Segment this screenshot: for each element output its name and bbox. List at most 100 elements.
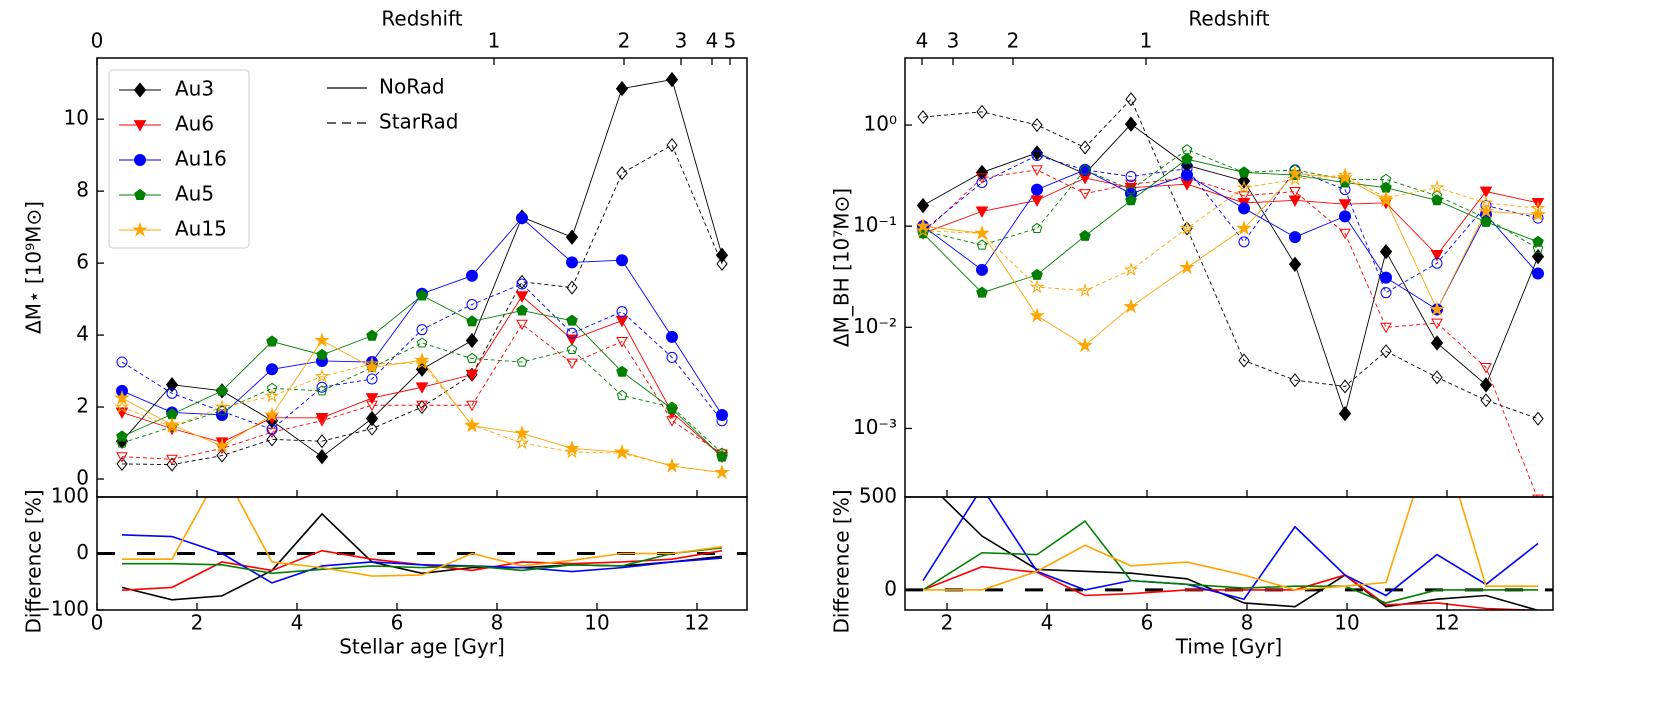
legend-label: Au3 — [175, 77, 214, 101]
redshift-tick-label: 0 — [91, 29, 104, 53]
norad-marker — [265, 363, 279, 376]
legend-label: NoRad — [379, 75, 445, 99]
norad-marker — [615, 80, 629, 97]
starrad-marker — [366, 400, 378, 412]
starrad-marker — [1431, 318, 1443, 330]
norad-marker — [365, 410, 379, 427]
norad-marker — [1288, 256, 1302, 272]
starrad-marker — [1530, 200, 1546, 215]
difference-line — [122, 547, 723, 575]
starrad-marker — [116, 456, 128, 471]
starrad-marker — [466, 352, 478, 364]
starrad-marker — [714, 464, 730, 479]
norad-marker — [615, 254, 629, 267]
redshift-tick-label: 3 — [947, 29, 960, 53]
starrad-marker — [716, 415, 728, 427]
starrad-marker — [1339, 228, 1351, 240]
norad-marker — [1181, 153, 1193, 165]
starrad-marker — [1289, 187, 1301, 198]
starrad-marker — [917, 109, 929, 125]
starrad-marker — [364, 356, 380, 371]
norad-marker — [315, 412, 329, 425]
starrad-marker — [1238, 166, 1250, 177]
legend-box — [108, 69, 250, 249]
starrad-marker — [1478, 195, 1494, 210]
starrad-marker — [264, 388, 280, 403]
redshift-tick-label: 4 — [916, 29, 929, 53]
starrad-marker — [1378, 190, 1394, 205]
starrad-marker — [1429, 180, 1445, 194]
starrad-marker — [1238, 191, 1250, 202]
starrad-marker — [166, 387, 178, 399]
starrad-marker — [216, 448, 228, 463]
starrad-marker — [1031, 165, 1043, 176]
starrad-marker — [664, 458, 680, 473]
legend-label: StarRad — [379, 110, 458, 134]
starrad-marker — [566, 327, 578, 339]
starrad-marker — [1380, 173, 1392, 184]
norad-marker — [1478, 203, 1494, 219]
starrad-line — [121, 144, 723, 466]
norad-marker — [1237, 202, 1251, 215]
redshift-tick-label: 3 — [675, 29, 688, 53]
difference-plot — [905, 497, 1553, 610]
y-tick-label: 10 — [64, 106, 89, 130]
starrad-line — [922, 149, 1539, 249]
starrad-marker — [1480, 363, 1492, 374]
norad-marker — [1379, 271, 1393, 284]
starrad-marker — [266, 382, 278, 393]
norad-marker — [616, 365, 628, 377]
x-tick-label: 0 — [91, 611, 104, 635]
starrad-marker — [1431, 190, 1443, 201]
norad-marker — [1030, 145, 1044, 161]
norad-marker — [565, 229, 579, 245]
norad-marker — [1531, 267, 1545, 280]
redshift-tick-label: 4 — [706, 29, 719, 53]
starrad-line — [922, 154, 1539, 294]
y-tick-label: 0 — [76, 466, 89, 490]
norad-marker — [214, 437, 230, 453]
diff-axes-frame — [904, 496, 1554, 611]
legend-marker — [133, 154, 147, 166]
starrad-marker — [616, 306, 628, 318]
norad-marker — [1338, 405, 1352, 422]
diff-axes-frame — [96, 496, 748, 611]
main-plot — [114, 71, 730, 480]
y-tick-label: 6 — [76, 250, 89, 274]
starrad-marker — [1125, 179, 1137, 191]
norad-marker — [1124, 116, 1138, 132]
norad-marker — [314, 332, 330, 348]
diff-y-axis-label: Difference [%] — [22, 489, 46, 633]
norad-marker — [364, 359, 380, 375]
x-axis-label: Stellar age [Gyr] — [339, 635, 505, 659]
legend-label: Au16 — [175, 147, 227, 171]
starrad-marker — [464, 417, 480, 432]
starrad-marker — [616, 337, 628, 348]
x-tick-label: 8 — [1241, 611, 1254, 635]
diff-y-axis-label: Difference [%] — [830, 489, 854, 633]
norad-marker — [1532, 235, 1544, 247]
norad-marker — [465, 269, 479, 282]
starrad-marker — [566, 343, 578, 355]
legend-marker — [133, 120, 147, 132]
norad-marker — [1338, 199, 1352, 211]
starrad-marker — [366, 373, 378, 385]
y-tick-label: 10⁰ — [864, 112, 897, 136]
norad-marker — [1079, 229, 1091, 241]
starrad-marker — [314, 368, 330, 383]
redshift-tick-label: 2 — [618, 29, 631, 53]
legend-label: Au6 — [175, 112, 214, 136]
starrad-marker — [1431, 257, 1443, 269]
norad-marker — [916, 197, 930, 214]
legend-marker — [133, 82, 147, 98]
starrad-marker — [114, 399, 130, 414]
starrad-marker — [266, 423, 278, 435]
x-tick-label: 4 — [291, 611, 304, 635]
starrad-marker — [116, 356, 128, 368]
starrad-marker — [516, 356, 528, 367]
starrad-marker — [1079, 140, 1091, 155]
redshift-title: Redshift — [381, 7, 462, 31]
starrad-marker — [666, 416, 678, 427]
starrad-marker — [1431, 370, 1443, 385]
difference-line — [121, 512, 723, 601]
